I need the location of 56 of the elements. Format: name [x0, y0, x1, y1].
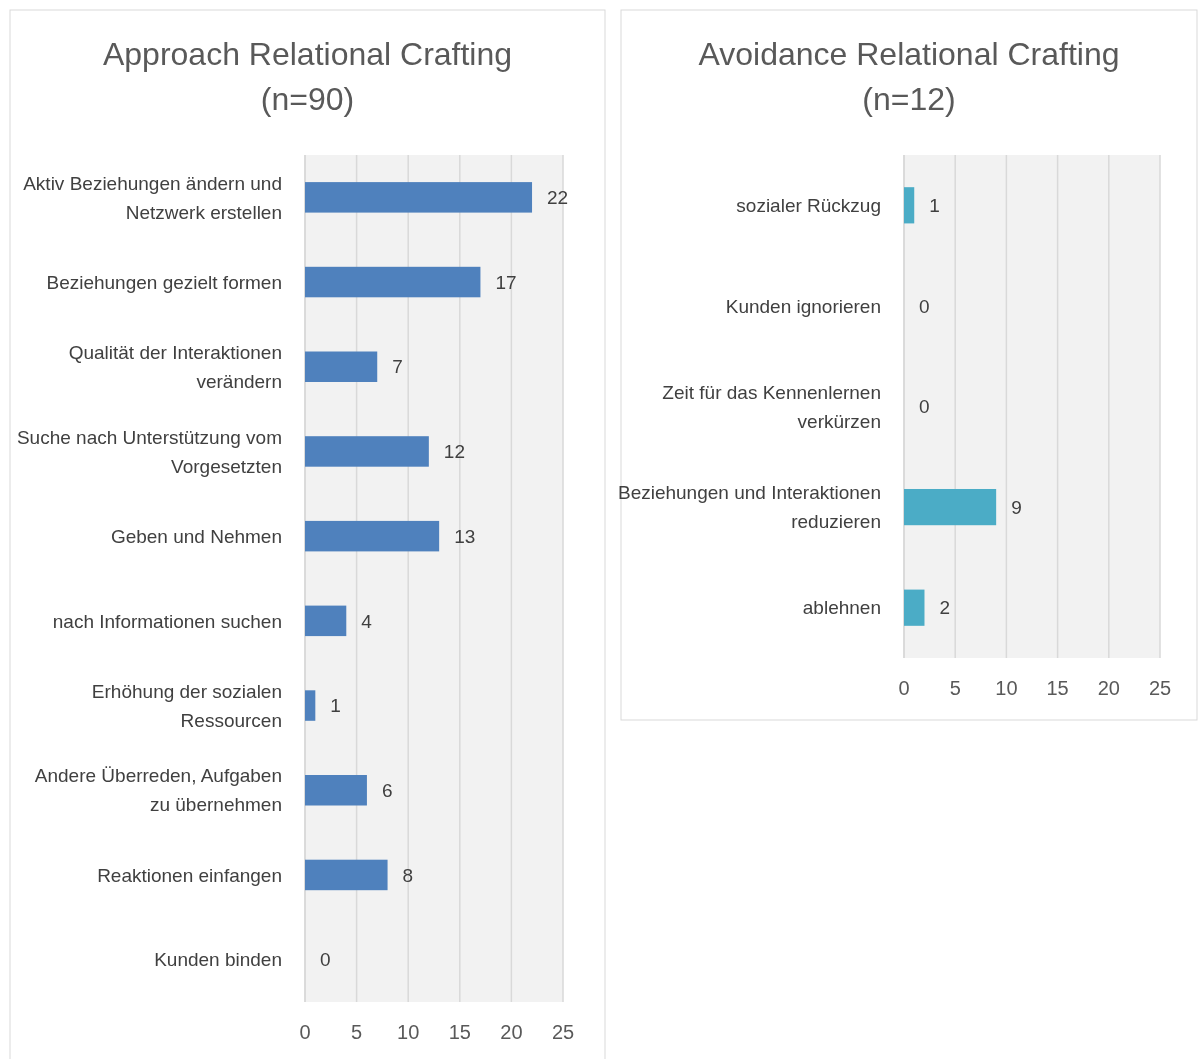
bar	[305, 775, 367, 806]
bar	[305, 520, 440, 552]
y-tick-label: Beziehungen gezielt formen	[46, 271, 282, 293]
y-tick-label: Erhöhung der sozialen Ressourcen	[91, 680, 282, 731]
data-label: 4	[361, 610, 373, 632]
data-label: 22	[547, 187, 569, 208]
data-label: 0	[320, 949, 331, 971]
bar	[305, 182, 533, 213]
y-tick-label: Reaktionen einfangen	[97, 864, 282, 886]
y-tick-label: Aktiv Beziehungen ändern und Netzwerk erstellen	[23, 172, 282, 223]
data-label: 1	[330, 695, 341, 717]
x-tick-label: 0	[898, 677, 910, 699]
x-tick-label: 20	[1097, 677, 1120, 699]
data-label: 17	[495, 271, 517, 293]
data-label: 9	[1011, 496, 1022, 518]
y-tick-label: ablehnen	[802, 597, 881, 619]
y-tick-label: sozialer Rückzug	[736, 194, 881, 216]
x-tick-label: 10	[995, 677, 1018, 699]
bar	[305, 690, 316, 721]
x-tick-label: 5	[949, 677, 961, 699]
y-tick-label: Zeit für das Kennenlernen verkürzen	[662, 381, 881, 432]
data-label: 0	[919, 396, 930, 418]
x-tick-label: 5	[351, 1021, 363, 1043]
chart-title: Approach Relational Crafting (n=90)	[102, 36, 513, 117]
bar	[904, 187, 915, 224]
bar	[305, 266, 481, 298]
bar	[305, 605, 347, 637]
x-tick-label: 20	[500, 1021, 523, 1043]
y-tick-label: Suche nach Unterstützung vom Vorgesetzten	[16, 426, 282, 477]
chart-title: Avoidance Relational Crafting (n=12)	[698, 36, 1120, 117]
bar	[305, 351, 378, 382]
x-tick-label: 10	[397, 1021, 420, 1043]
data-label: 12	[443, 441, 465, 463]
data-label: 13	[454, 525, 476, 547]
x-tick-label: 25	[551, 1021, 575, 1043]
data-label: 2	[939, 597, 951, 619]
bar	[305, 859, 388, 891]
y-tick-label: Andere Überreden, Aufgaben zu übernehmen	[34, 765, 282, 816]
data-label: 6	[381, 779, 393, 801]
y-tick-label: nach Informationen suchen	[52, 610, 282, 632]
data-label: 0	[919, 295, 930, 317]
x-tick-label: 0	[299, 1021, 311, 1043]
bar	[904, 589, 925, 626]
x-tick-label: 15	[1046, 677, 1069, 699]
y-tick-label: Kunden binden	[154, 949, 282, 971]
data-label: 1	[929, 194, 940, 216]
data-label: 7	[392, 356, 403, 378]
x-tick-label: 15	[448, 1021, 471, 1043]
y-tick-label: Qualität der Interaktionen verändern	[68, 341, 282, 392]
data-label: 8	[402, 864, 414, 886]
x-tick-label: 25	[1148, 677, 1172, 699]
y-tick-label: Geben und Nehmen	[110, 525, 282, 547]
bar	[305, 436, 429, 467]
bar	[904, 488, 997, 526]
y-tick-label: Beziehungen und Interaktionen reduzieren	[617, 482, 881, 533]
y-tick-label: Kunden ignorieren	[725, 295, 881, 317]
